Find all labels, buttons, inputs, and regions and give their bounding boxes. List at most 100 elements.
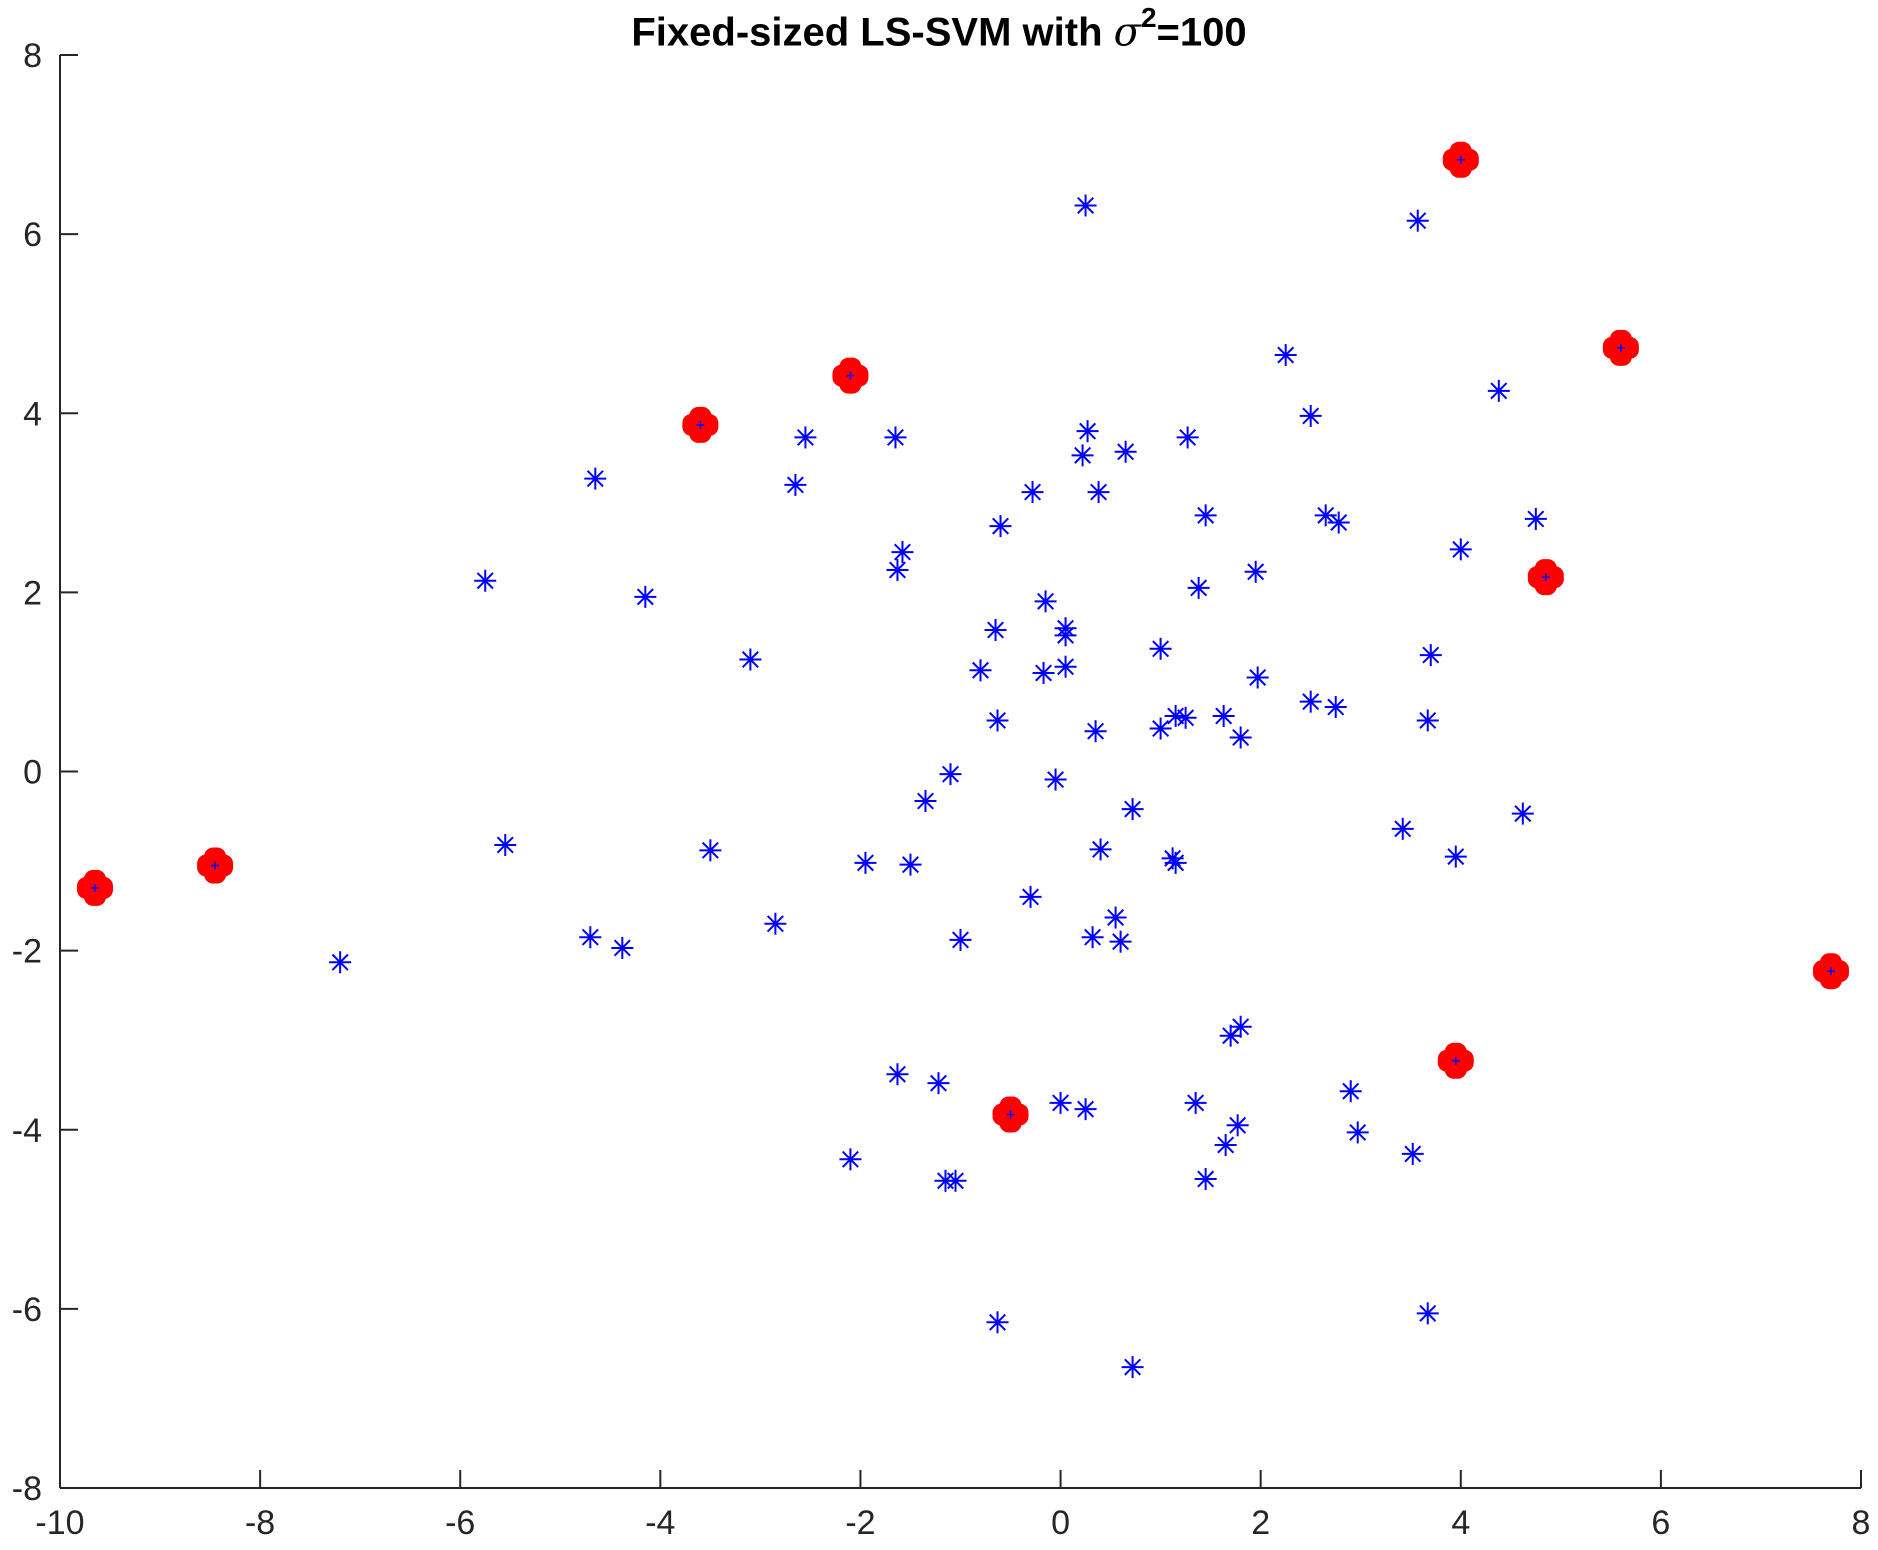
data-point	[1021, 481, 1044, 504]
data-point	[1449, 538, 1472, 561]
y-tick-label: -6	[12, 1291, 42, 1329]
data-point	[1194, 504, 1217, 527]
data-point	[1416, 709, 1439, 732]
data-point	[1511, 802, 1534, 825]
chart-title: Fixed-sized LS-SVM with σ2=100	[0, 2, 1878, 56]
data-point	[1019, 885, 1042, 908]
data-point	[1524, 507, 1547, 530]
data-point	[1034, 590, 1057, 613]
data-point	[1081, 926, 1104, 949]
data-point	[1401, 1142, 1424, 1165]
data-point	[1121, 1356, 1144, 1379]
title-prefix: Fixed-sized LS-SVM with	[631, 10, 1114, 55]
support-vector-point	[1442, 141, 1479, 178]
data-point	[1219, 1024, 1242, 1047]
support-vector-point	[197, 847, 234, 884]
data-point	[1244, 560, 1267, 583]
support-vector-point	[992, 1096, 1029, 1133]
y-tick-label: 8	[23, 37, 42, 75]
data-point	[764, 912, 787, 935]
data-points	[329, 194, 1547, 1379]
data-point	[914, 790, 937, 813]
title-symbol: σ	[1113, 9, 1141, 56]
data-point	[1327, 511, 1350, 534]
data-point	[1071, 444, 1094, 467]
x-tick-label: 0	[1051, 1504, 1070, 1542]
data-point	[891, 541, 914, 564]
data-point	[1032, 661, 1055, 684]
data-point	[1229, 726, 1252, 749]
data-point	[1149, 637, 1172, 660]
data-point	[886, 1063, 909, 1086]
data-point	[1076, 420, 1099, 443]
data-point	[1044, 768, 1067, 791]
y-tick-label: -4	[12, 1112, 42, 1150]
data-point	[984, 618, 1007, 641]
data-point	[1391, 817, 1414, 840]
data-point	[986, 709, 1009, 732]
support-vector-point	[1812, 953, 1849, 990]
data-point	[474, 569, 497, 592]
data-point	[1087, 481, 1110, 504]
y-tick-label: 2	[23, 574, 42, 612]
data-point	[1214, 1133, 1237, 1156]
data-point	[1246, 666, 1269, 689]
data-point	[1184, 1091, 1207, 1114]
data-point	[1109, 930, 1132, 953]
title-exponent: 2	[1140, 2, 1157, 33]
data-point	[989, 515, 1012, 538]
x-tick-label: 8	[1852, 1504, 1871, 1542]
x-tick-label: -4	[645, 1504, 675, 1542]
y-tick-label: 4	[23, 395, 42, 433]
support-vector-point	[682, 406, 719, 443]
data-point	[1084, 720, 1107, 743]
data-point	[854, 851, 877, 874]
y-tick-label: -2	[12, 933, 42, 971]
data-point	[784, 473, 807, 496]
data-point	[1487, 379, 1510, 402]
data-point	[899, 853, 922, 876]
data-point	[1149, 717, 1172, 740]
data-point	[1339, 1080, 1362, 1103]
data-point	[1314, 504, 1337, 527]
data-point	[1419, 644, 1442, 667]
x-tick-label: -6	[445, 1504, 475, 1542]
support-vector-point	[1437, 1042, 1474, 1079]
data-point	[884, 426, 907, 449]
data-point	[739, 648, 762, 671]
support-vector-point	[832, 357, 869, 394]
data-point	[1187, 576, 1210, 599]
data-point	[949, 928, 972, 951]
data-point	[1074, 1098, 1097, 1121]
y-tick-label: 6	[23, 216, 42, 254]
data-point	[1176, 426, 1199, 449]
x-tick-label: 2	[1251, 1504, 1270, 1542]
title-suffix: =100	[1156, 10, 1247, 55]
y-tick-label: 0	[23, 754, 42, 792]
data-point	[1049, 1091, 1072, 1114]
data-point	[579, 926, 602, 949]
data-point	[1212, 704, 1235, 727]
data-point	[329, 951, 352, 974]
support-vector-point	[77, 869, 114, 906]
data-point	[944, 1169, 967, 1192]
x-tick-label: -10	[35, 1504, 84, 1542]
x-tick-label: -8	[245, 1504, 275, 1542]
data-point	[794, 426, 817, 449]
data-point	[1346, 1121, 1369, 1144]
x-tick-label: 4	[1451, 1504, 1470, 1542]
data-point	[494, 833, 517, 856]
axes	[59, 54, 1862, 1489]
data-point	[969, 659, 992, 682]
data-point	[939, 763, 962, 786]
data-point	[1324, 696, 1347, 719]
x-tick-label: 6	[1651, 1504, 1670, 1542]
x-tick-label: -2	[845, 1504, 875, 1542]
data-point	[611, 936, 634, 959]
y-tick-label: -8	[12, 1470, 42, 1508]
data-point	[1274, 344, 1297, 367]
data-point	[1174, 706, 1197, 729]
data-point	[1054, 655, 1077, 678]
